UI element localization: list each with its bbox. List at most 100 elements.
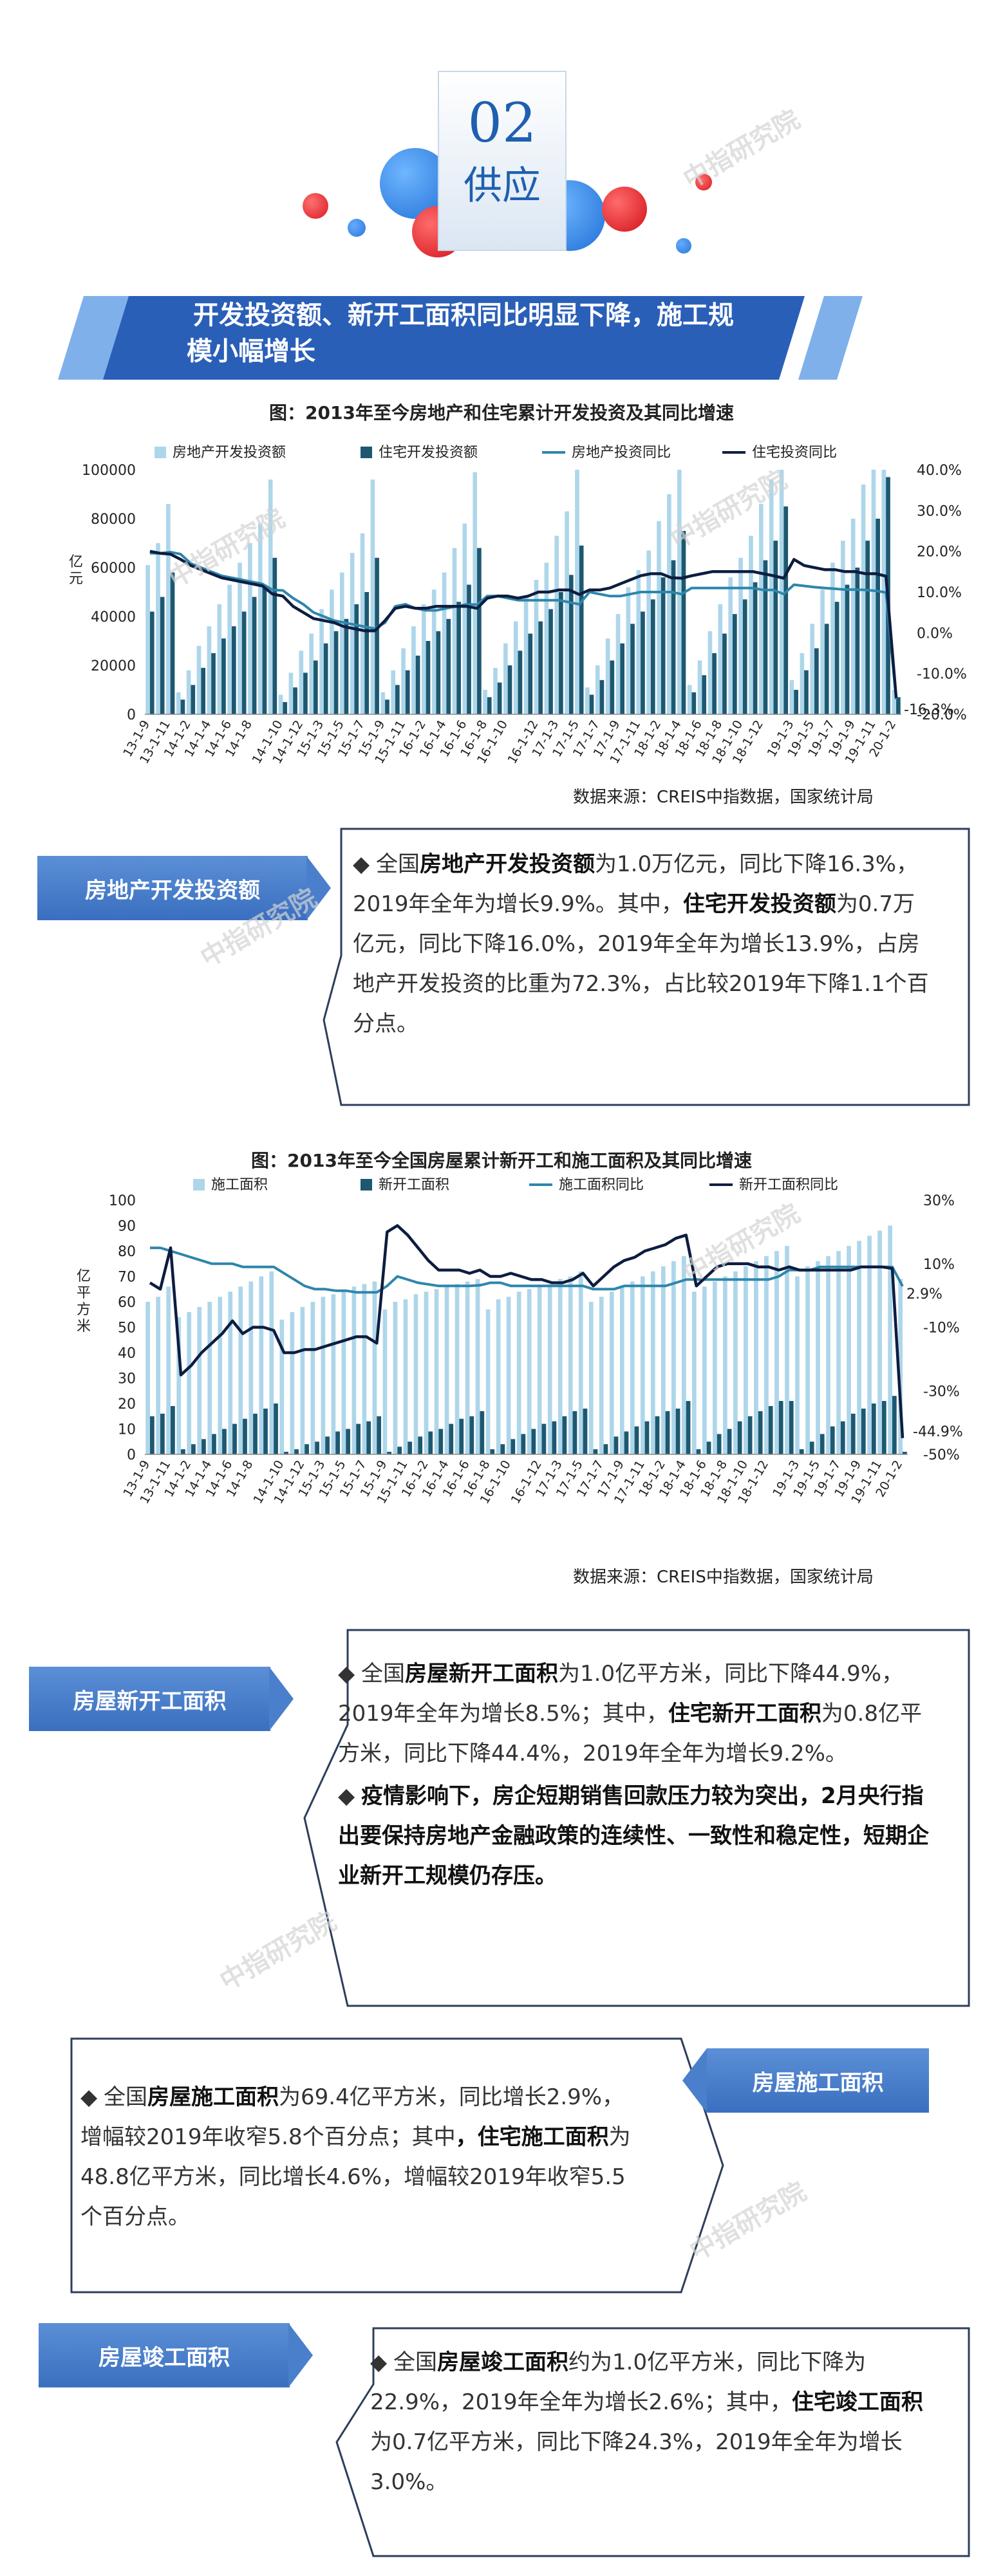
bar-series-2 [171, 1405, 175, 1454]
bar-series-2 [212, 1434, 216, 1454]
y2-tick-label: 40.0% [917, 463, 962, 479]
bar-series-1 [217, 604, 222, 714]
bar-series-1 [350, 553, 355, 714]
bar-series-2 [243, 1418, 247, 1454]
line-series-2 [149, 1224, 905, 1438]
bar-series-1 [769, 479, 774, 714]
bar-series-2 [262, 584, 267, 714]
bar-series-1 [523, 597, 529, 714]
bar-series-1 [444, 1286, 449, 1454]
bar-series-1 [619, 1286, 624, 1454]
bar-series-1 [176, 1317, 182, 1454]
bar-series-1 [455, 1284, 460, 1454]
bar-series-1 [723, 1276, 727, 1454]
bar-series-1 [733, 1271, 738, 1454]
line-series-1 [150, 1246, 904, 1294]
bar-series-2 [737, 1421, 742, 1454]
bar-series-2 [170, 572, 175, 714]
bar-series-1 [299, 651, 304, 714]
bar-series-2 [747, 1416, 753, 1454]
y2-tick-label: 30% [923, 1193, 955, 1209]
bar-series-2 [717, 1434, 722, 1454]
bar-series-2 [241, 611, 247, 714]
bar-series-2 [180, 700, 185, 714]
bar-series-1 [309, 633, 314, 714]
bar-series-2 [655, 1416, 660, 1454]
tag-investment-label: 房地产开发投资额 [85, 877, 260, 903]
bar-series-2 [283, 702, 288, 714]
bar-series-2 [356, 1423, 361, 1454]
bar-series-2 [253, 1413, 258, 1454]
legend-label: 新开工面积 [379, 1177, 449, 1193]
bar-series-1 [279, 1319, 285, 1454]
bar-series-1 [483, 690, 487, 714]
bar-series-1 [702, 1286, 707, 1454]
bar-series-2 [231, 626, 236, 714]
bar-series-1 [795, 1276, 800, 1454]
tag-arrow [269, 1667, 294, 1731]
bar-series-1 [537, 1286, 542, 1454]
bar-series-1 [527, 1289, 532, 1454]
y-tick-label: 20 [118, 1396, 136, 1413]
line-series-1 [149, 550, 898, 700]
bar-series-2 [325, 1436, 330, 1454]
bar-series-1 [671, 1261, 676, 1454]
bar-series-1 [646, 550, 651, 714]
bar-series-2 [521, 1434, 526, 1454]
bar-series-1 [805, 1266, 810, 1454]
bar-series-1 [713, 1281, 717, 1454]
bar-series-1 [708, 631, 713, 714]
bar-series-1 [288, 672, 294, 714]
text-bold: 房屋竣工面积 [437, 2349, 568, 2375]
text-bold: 疫情影响下，房企短期销售回款压力较为突出，2月央行指出要保持房地产金融政策的连续… [338, 1783, 929, 1889]
bar-series-2 [222, 1429, 227, 1454]
bar-series-1 [605, 638, 610, 714]
bar-series-2 [624, 1431, 629, 1454]
bar-series-1 [166, 504, 171, 714]
section-number: 02 [467, 91, 537, 154]
section-badge: 02 供应 [438, 71, 567, 251]
bar-series-2 [712, 653, 717, 714]
legend-label: 房地产投资同比 [572, 445, 671, 461]
bar-series-2 [507, 665, 512, 714]
bar-series-1 [836, 1251, 841, 1454]
bar-series-2 [395, 685, 400, 714]
y2-tick-label: -10.0% [917, 667, 967, 683]
bar-series-2 [528, 633, 533, 714]
bar-series-1 [421, 604, 426, 714]
text-run: 为48.8亿平方米，同比增长4.6%，增幅较2019年收窄5.5个百分点。 [80, 2124, 631, 2230]
y-tick-label: 60000 [91, 561, 136, 577]
bar-series-2 [538, 621, 543, 714]
legend-label: 住宅开发投资额 [379, 445, 478, 461]
bar-series-2 [641, 611, 645, 714]
bar-series-2 [305, 1444, 309, 1454]
bar-series-1 [681, 1256, 686, 1454]
bar-series-2 [531, 1429, 536, 1454]
bar-series-1 [238, 1286, 243, 1454]
legend-label: 施工面积同比 [559, 1177, 644, 1193]
bar-series-1 [330, 589, 334, 714]
bar-series-2 [181, 1449, 185, 1454]
bar-series-2 [428, 1431, 433, 1454]
bar-series-1 [516, 1292, 521, 1454]
bar-series-1 [718, 604, 723, 714]
tag-newstart: 房屋新开工面积 [29, 1667, 270, 1731]
y-axis-label-char: 米 [77, 1319, 91, 1335]
bar-series-1 [810, 624, 815, 714]
y-tick-label: 80000 [91, 512, 136, 528]
bar-series-1 [503, 643, 508, 714]
text-bold: ，住宅施工面积 [455, 2124, 609, 2150]
bar-series-2 [315, 1441, 319, 1454]
bar-series-2 [201, 667, 205, 714]
y-axis-label-char: 元 [69, 571, 83, 587]
bar-series-1 [462, 523, 467, 714]
bar-series-2 [702, 675, 707, 714]
bar-series-1 [248, 1281, 254, 1454]
text-run: 为1.0亿平方米，同比下降44.9%，2019年全年为增长8.5%；其中， [338, 1661, 904, 1727]
bar-series-2 [804, 670, 809, 714]
bar-series-1 [677, 470, 682, 714]
text-run: 全国 [361, 1661, 405, 1687]
page-heading: 开发投资额、新开工面积同比明显下降，施工规 模小幅增长 [187, 297, 837, 369]
text-bold: 房屋新开工面积 [405, 1661, 558, 1687]
bar-series-1 [403, 1299, 408, 1454]
